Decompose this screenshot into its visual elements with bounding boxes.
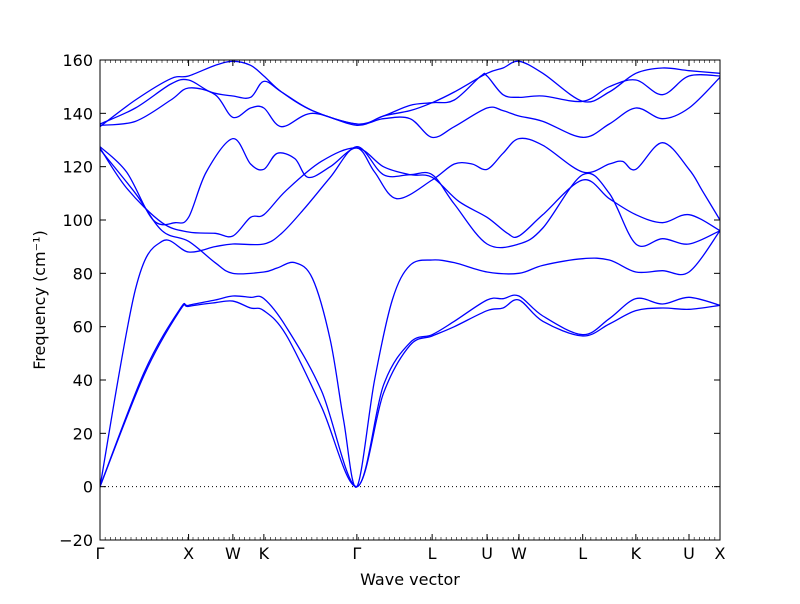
- branch-line-3: [100, 146, 720, 487]
- y-tick-label: −20: [59, 531, 93, 550]
- y-tick-label: 0: [83, 478, 93, 497]
- y-tick-label: 20: [73, 424, 93, 443]
- x-tick-label: W: [225, 544, 241, 563]
- y-tick-label: 40: [73, 371, 93, 390]
- x-tick-label: Γ: [352, 544, 361, 563]
- y-tick-label: 80: [73, 264, 93, 283]
- x-tick-label: U: [481, 544, 493, 563]
- branch-line-7: [100, 72, 720, 125]
- branch-line-2: [100, 294, 720, 488]
- x-tick-label: L: [428, 544, 437, 563]
- y-tick-label: 160: [62, 51, 93, 70]
- branch-line-5: [100, 148, 720, 488]
- x-tick-label: Γ: [96, 544, 105, 563]
- y-tick-label: 120: [62, 158, 93, 177]
- x-tick-label: X: [715, 544, 726, 563]
- branch-lines: [100, 60, 720, 488]
- branch-line-9: [100, 60, 720, 139]
- plot-group: [100, 60, 720, 488]
- y-axis-title: Frequency (cm⁻¹): [30, 230, 49, 369]
- x-tick-label: W: [511, 544, 527, 563]
- x-tick-label: U: [683, 544, 695, 563]
- x-tick-label: K: [631, 544, 642, 563]
- x-tick-label: X: [183, 544, 194, 563]
- x-tick-label: L: [578, 544, 587, 563]
- y-tick-label: 100: [62, 211, 93, 230]
- y-tick-label: 60: [73, 318, 93, 337]
- branch-line-6: [100, 137, 720, 226]
- branch-line-8: [100, 60, 720, 128]
- y-tick-label: 140: [62, 104, 93, 123]
- plot-frame: [99, 59, 721, 541]
- x-axis-title: Wave vector: [360, 570, 460, 589]
- plot-border: [99, 59, 721, 541]
- x-tick-label: K: [259, 544, 270, 563]
- branch-line-1: [100, 298, 720, 488]
- branch-line-4: [100, 147, 720, 238]
